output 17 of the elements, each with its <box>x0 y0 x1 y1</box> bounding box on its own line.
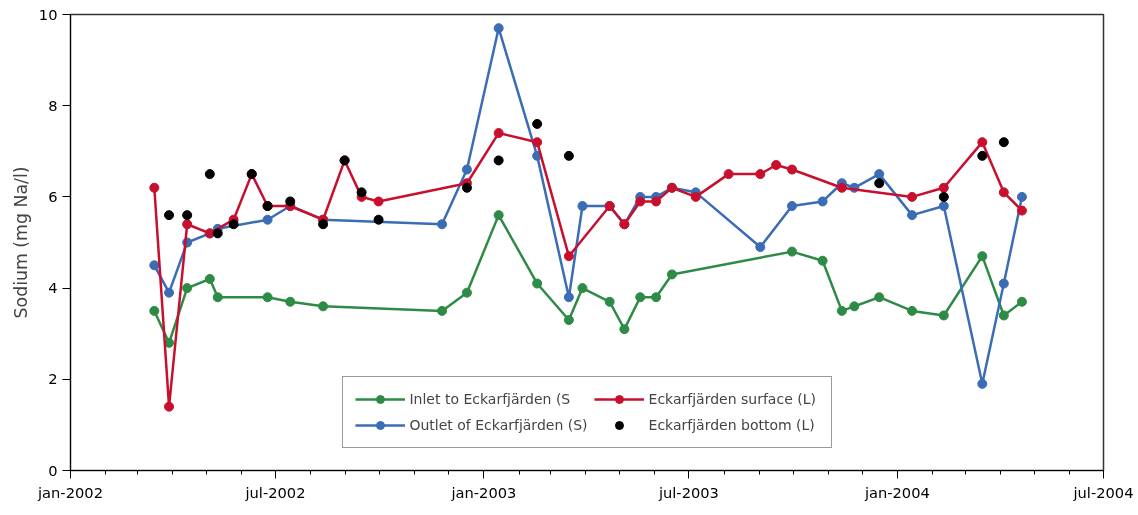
y-tick-label: 2 <box>48 370 58 388</box>
legend-label: Outlet of Eckarfjärden (S) <box>409 417 588 433</box>
x-tick-label: jan-2002 <box>37 483 103 501</box>
legend-label: Eckarfjärden surface (L) <box>648 391 817 407</box>
legend-label: Eckarfjärden bottom (L) <box>648 417 816 433</box>
y-tick-label: 8 <box>48 96 58 114</box>
x-tick-label: jul-2004 <box>1072 483 1134 501</box>
y-tick-label: 4 <box>48 279 58 297</box>
x-tick-label: jan-2004 <box>863 483 930 501</box>
y-tick-label: 10 <box>38 5 58 23</box>
legend-label: Inlet to Eckarfjärden (S <box>409 391 572 407</box>
y-tick-label: 0 <box>48 461 58 479</box>
x-tick-label: jul-2003 <box>657 483 719 501</box>
y-tick-label: 6 <box>48 187 58 205</box>
y-axis-title: Sodium (mg Na/l) <box>10 166 31 319</box>
x-tick-label: jan-2003 <box>450 483 517 501</box>
x-tick-label: jul-2002 <box>244 483 306 501</box>
